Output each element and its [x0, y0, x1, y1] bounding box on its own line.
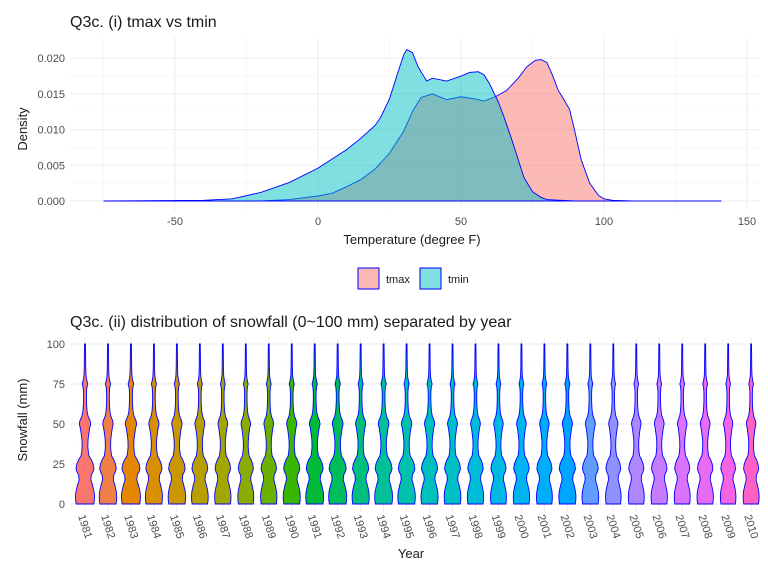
- violin-panel: Q3c. (ii) distribution of snowfall (0~10…: [15, 314, 760, 561]
- violin-y-tick-label: 25: [53, 459, 65, 471]
- violin-x-tick-label: 1989: [259, 513, 278, 540]
- violin-2001: [535, 343, 553, 505]
- density-x-axis-title: Temperature (degree F): [343, 232, 480, 247]
- violin-x-tick-label: 1987: [213, 513, 232, 540]
- violin-x-tick-label: 2001: [535, 513, 554, 540]
- legend-label-tmin: tmin: [448, 274, 469, 286]
- density-y-axis-title: Density: [15, 107, 30, 151]
- violin-chart-title: Q3c. (ii) distribution of snowfall (0~10…: [70, 314, 512, 331]
- violin-1985: [167, 343, 187, 505]
- violin-2000: [512, 343, 531, 505]
- violin-2007: [673, 343, 691, 505]
- violin-2008: [696, 343, 714, 505]
- violin-1998: [466, 343, 485, 505]
- violin-1994: [374, 343, 393, 505]
- violin-y-ticks: 0 25 50 75 100: [47, 339, 65, 511]
- violin-2009: [719, 343, 737, 505]
- violin-2005: [627, 343, 645, 505]
- violin-x-tick-label: 1986: [190, 513, 209, 540]
- violin-x-tick-label: 1994: [374, 513, 393, 540]
- violin-x-tick-label: 1991: [305, 513, 324, 540]
- violin-x-tick-label: 1982: [98, 513, 117, 540]
- legend-key-tmax: [357, 267, 380, 290]
- violin-y-tick-label: 100: [47, 339, 65, 351]
- density-y-tick-label: 0.010: [37, 125, 65, 137]
- violin-1993: [351, 343, 370, 505]
- density-areas: [103, 49, 722, 202]
- violin-x-tick-label: 2003: [580, 513, 599, 540]
- violin-x-tick-label: 2010: [741, 513, 760, 540]
- violin-x-tick-label: 1985: [167, 513, 186, 540]
- violin-2004: [605, 343, 622, 505]
- violin-x-tick-label: 2006: [649, 513, 668, 540]
- violin-x-tick-label: 1993: [351, 513, 370, 540]
- violin-1981: [75, 343, 95, 505]
- violin-1982: [98, 343, 118, 505]
- violin-x-tick-label: 2004: [603, 513, 622, 540]
- violin-x-tick-label: 2000: [512, 513, 531, 540]
- violin-x-tick-label: 1992: [328, 513, 347, 540]
- density-y-tick-label: 0.000: [37, 196, 65, 208]
- legend: tmax tmin: [357, 267, 469, 290]
- legend-label-tmax: tmax: [386, 274, 410, 286]
- violin-y-axis-title: Snowfall (mm): [15, 378, 30, 461]
- violin-x-tick-label: 2007: [672, 513, 691, 540]
- violin-y-tick-label: 0: [59, 499, 65, 511]
- violin-x-ticks: 1981 1982 1983 1984 1985 1986 1987 1988 1989 1990…: [75, 513, 760, 540]
- violin-x-tick-label: 1981: [75, 513, 94, 540]
- violin-1983: [120, 343, 141, 505]
- violin-x-axis-title: Year: [398, 546, 425, 561]
- density-y-tick-label: 0.020: [37, 53, 65, 65]
- violin-1990: [282, 343, 301, 505]
- violin-2010: [742, 343, 760, 505]
- violin-y-tick-label: 75: [53, 379, 65, 391]
- violin-x-tick-label: 1995: [397, 513, 416, 540]
- violin-x-tick-label: 1996: [420, 513, 439, 540]
- violin-1988: [237, 343, 255, 505]
- density-panel: Q3c. (i) tmax vs tmin 0.0000.0050.0100.0…: [15, 14, 760, 247]
- density-y-tick-label: 0.015: [37, 89, 65, 101]
- violin-x-tick-label: 1999: [489, 513, 508, 540]
- violin-x-tick-label: 1990: [282, 513, 301, 540]
- violin-shapes: [75, 343, 760, 505]
- violin-1991: [305, 343, 325, 505]
- violin-x-tick-label: 1988: [236, 513, 255, 540]
- violin-2002: [558, 343, 577, 505]
- density-area-tmin: [103, 49, 722, 202]
- density-x-ticks: -50 0 50 100 150: [167, 216, 756, 228]
- violin-2003: [581, 343, 600, 505]
- density-chart-title: Q3c. (i) tmax vs tmin: [70, 14, 217, 31]
- density-x-tick-label: 100: [595, 216, 613, 228]
- violin-1997: [443, 343, 462, 505]
- violin-1992: [328, 343, 348, 505]
- violin-x-tick-label: 1998: [466, 513, 485, 540]
- density-y-ticks: 0.000 0.005 0.010 0.015 0.020: [37, 53, 65, 208]
- density-x-tick-label: 50: [455, 216, 467, 228]
- violin-2006: [650, 343, 668, 505]
- violin-1996: [420, 343, 439, 505]
- violin-1986: [191, 343, 209, 505]
- violin-1989: [260, 343, 278, 505]
- violin-x-tick-label: 2009: [718, 513, 737, 540]
- violin-x-tick-label: 1997: [443, 513, 462, 540]
- violin-1987: [214, 343, 232, 505]
- violin-x-tick-label: 1984: [144, 513, 163, 540]
- legend-key-tmin: [419, 267, 442, 290]
- violin-1995: [397, 343, 416, 505]
- violin-1984: [144, 343, 163, 505]
- violin-1999: [490, 343, 507, 505]
- violin-x-tick-label: 2008: [695, 513, 714, 540]
- density-x-tick-label: 150: [738, 216, 756, 228]
- density-x-tick-label: 0: [315, 216, 321, 228]
- violin-x-tick-label: 1983: [121, 513, 140, 540]
- violin-y-tick-label: 50: [53, 419, 65, 431]
- violin-x-tick-label: 2002: [558, 513, 577, 540]
- density-y-tick-label: 0.005: [37, 160, 65, 172]
- violin-x-tick-label: 2005: [626, 513, 645, 540]
- density-x-tick-label: -50: [167, 216, 183, 228]
